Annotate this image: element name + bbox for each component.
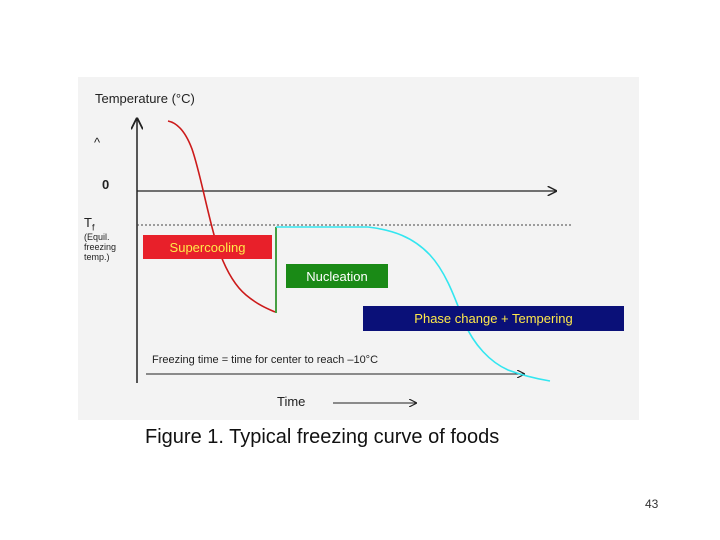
tf-note: (Equil. freezing temp.) — [84, 232, 116, 262]
cooling-curve — [168, 121, 275, 312]
zero-label: 0 — [102, 177, 109, 192]
page-number: 43 — [645, 497, 658, 511]
nucleation-box: Nucleation — [286, 264, 388, 288]
tf-label: Tf — [84, 215, 94, 233]
phase-change-box: Phase change + Tempering — [363, 306, 624, 331]
tf-symbol: T — [84, 215, 92, 230]
y-axis-label: Temperature (°C) — [95, 91, 195, 106]
tf-note-line: freezing — [84, 242, 116, 252]
tf-note-line: (Equil. — [84, 232, 116, 242]
time-axis-label: Time — [277, 394, 305, 409]
supercooling-box: Supercooling — [143, 235, 272, 259]
freezing-time-note: Freezing time = time for center to reach… — [152, 354, 378, 366]
figure-caption: Figure 1. Typical freezing curve of food… — [145, 426, 499, 449]
freezing-curve-diagram: Temperature (°C) ^ 0 Tf (Equil. freezing… — [78, 77, 639, 420]
caret-mark: ^ — [94, 135, 100, 150]
tf-note-line: temp.) — [84, 252, 116, 262]
